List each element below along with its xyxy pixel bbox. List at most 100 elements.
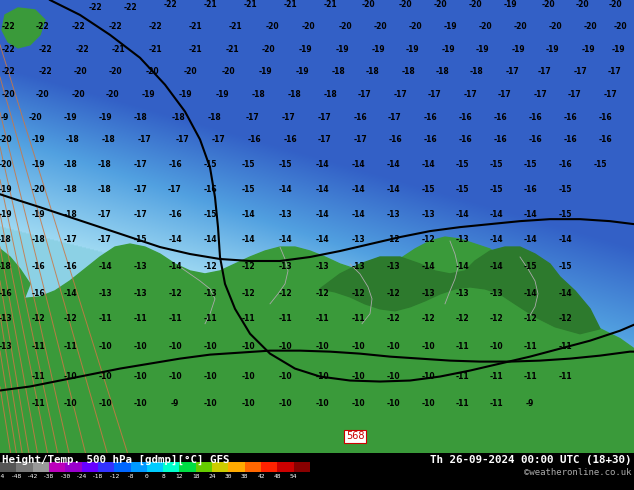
Text: 12: 12 [176, 474, 183, 479]
Text: -16: -16 [168, 160, 182, 169]
Text: -21: -21 [323, 0, 337, 9]
Text: -14: -14 [278, 235, 292, 244]
Text: -11: -11 [63, 342, 77, 351]
Text: -20: -20 [28, 113, 42, 122]
Text: -12: -12 [351, 290, 365, 298]
Text: -15: -15 [133, 235, 146, 244]
Bar [163, 462, 179, 472]
Text: -13: -13 [203, 290, 217, 298]
Text: -14: -14 [315, 185, 329, 194]
Text: -18: -18 [98, 160, 112, 169]
Text: -54: -54 [0, 474, 6, 479]
Text: -10: -10 [133, 372, 147, 381]
Text: -22: -22 [1, 45, 15, 54]
Text: -14: -14 [63, 290, 77, 298]
Text: -16: -16 [563, 113, 577, 122]
Text: -18: -18 [63, 185, 77, 194]
Text: -12: -12 [421, 235, 435, 244]
Text: -10: -10 [351, 342, 365, 351]
Text: -19: -19 [503, 0, 517, 9]
Text: -17: -17 [133, 210, 147, 219]
Text: -8: -8 [127, 474, 134, 479]
Text: 568: 568 [346, 431, 365, 441]
Bar [131, 462, 147, 472]
Text: -10: -10 [315, 342, 329, 351]
Text: -12: -12 [386, 235, 400, 244]
Text: -15: -15 [455, 185, 469, 194]
Text: -16: -16 [283, 135, 297, 144]
Text: -38: -38 [43, 474, 55, 479]
Text: -20: -20 [73, 67, 87, 76]
Text: -12: -12 [455, 314, 469, 323]
Text: -14: -14 [421, 160, 435, 169]
Text: -20: -20 [583, 23, 597, 31]
Text: -20: -20 [265, 23, 279, 31]
Text: -12: -12 [108, 474, 120, 479]
Text: -20: -20 [548, 23, 562, 31]
Text: -14: -14 [455, 210, 469, 219]
Bar [0, 462, 16, 472]
Text: -18: -18 [63, 210, 77, 219]
Text: -16: -16 [0, 290, 12, 298]
Text: -14: -14 [241, 235, 255, 244]
Text: -17: -17 [603, 90, 617, 99]
Bar [114, 462, 131, 472]
Text: -10: -10 [315, 372, 329, 381]
Text: -19: -19 [335, 45, 349, 54]
Text: -20: -20 [31, 185, 45, 194]
Text: -16: -16 [247, 135, 261, 144]
Text: -11: -11 [315, 314, 329, 323]
Text: 30: 30 [224, 474, 232, 479]
Text: -20: -20 [468, 0, 482, 9]
Bar [147, 462, 163, 472]
Text: -13: -13 [489, 290, 503, 298]
Polygon shape [320, 247, 600, 334]
Bar [82, 462, 98, 472]
Bar [179, 462, 196, 472]
Text: -14: -14 [558, 290, 572, 298]
Text: -21: -21 [228, 23, 242, 31]
Text: -17: -17 [388, 113, 402, 122]
Text: -22: -22 [108, 23, 122, 31]
Text: 42: 42 [257, 474, 265, 479]
Text: -10: -10 [241, 399, 255, 408]
Text: -12: -12 [523, 314, 537, 323]
Text: -16: -16 [423, 135, 437, 144]
Text: -20: -20 [373, 23, 387, 31]
Text: -20: -20 [36, 90, 49, 99]
Text: -16: -16 [458, 135, 472, 144]
Text: -17: -17 [318, 113, 332, 122]
Text: -11: -11 [241, 314, 255, 323]
Text: -19: -19 [0, 185, 12, 194]
Text: -18: -18 [0, 263, 12, 271]
Text: -11: -11 [489, 372, 503, 381]
Text: -17: -17 [608, 67, 622, 76]
Text: -21: -21 [188, 23, 202, 31]
Text: -10: -10 [421, 372, 435, 381]
Text: -18: -18 [435, 67, 449, 76]
Text: 18: 18 [192, 474, 200, 479]
Text: -19: -19 [178, 90, 192, 99]
Text: -12: -12 [558, 314, 572, 323]
Text: -13: -13 [278, 210, 292, 219]
Text: -22: -22 [36, 23, 49, 31]
Text: -12: -12 [241, 263, 255, 271]
Text: -16: -16 [523, 185, 537, 194]
FancyArrow shape [0, 459, 3, 467]
Text: -19: -19 [443, 23, 457, 31]
Text: -11: -11 [351, 314, 365, 323]
Text: -20: -20 [71, 90, 85, 99]
Text: -16: -16 [528, 113, 542, 122]
Text: -20: -20 [221, 67, 235, 76]
Text: -10: -10 [98, 399, 112, 408]
Text: -10: -10 [133, 342, 147, 351]
Text: -12: -12 [31, 314, 45, 323]
Text: -16: -16 [203, 185, 217, 194]
Text: -9: -9 [1, 113, 9, 122]
Text: -48: -48 [11, 474, 22, 479]
Text: -10: -10 [421, 342, 435, 351]
Text: -19: -19 [298, 45, 312, 54]
Text: -14: -14 [351, 160, 365, 169]
Text: -17: -17 [568, 90, 582, 99]
Text: -17: -17 [63, 235, 77, 244]
